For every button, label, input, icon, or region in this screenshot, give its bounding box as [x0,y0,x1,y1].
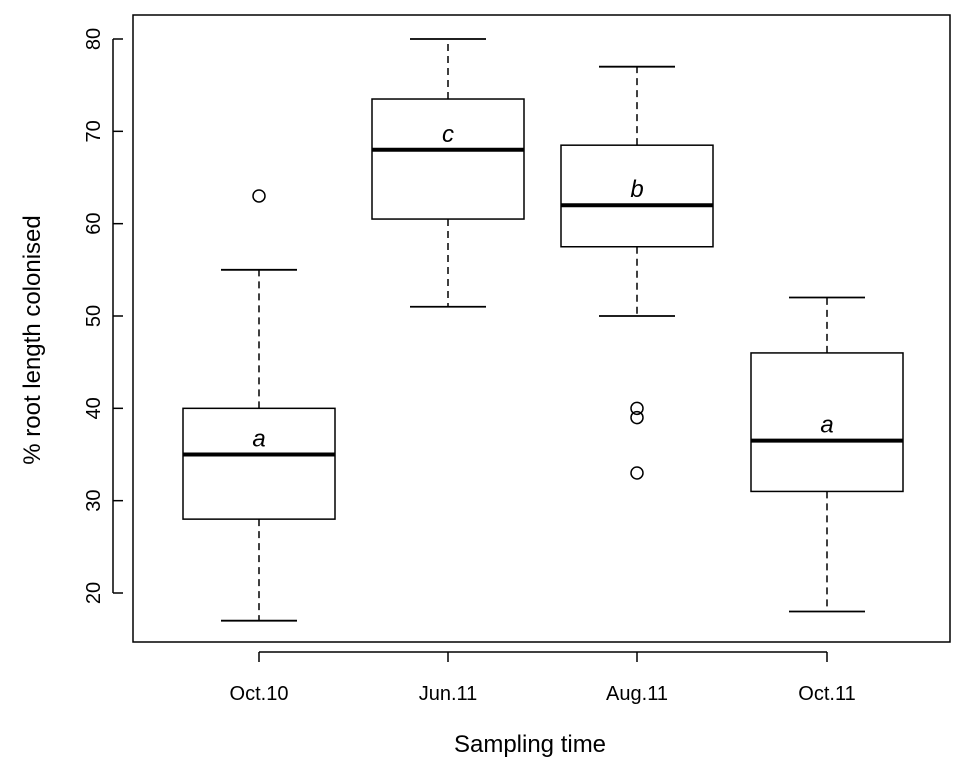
iqr-box [560,144,714,248]
boxes: a c b a [182,38,904,622]
y-axis: 20 30 40 50 60 70 80 [83,28,123,604]
box-group: c [371,38,525,308]
x-tick-label: Jun.11 [419,683,478,705]
plot-frame [132,14,951,643]
y-tick-label: 70 [83,120,105,142]
y-tick-label: 20 [83,582,105,604]
significance-letter: a [252,426,265,453]
outlier-point [630,410,644,425]
y-axis-title: % root length colonised [19,215,46,465]
outlier-point [630,401,644,416]
iqr-box [750,352,904,493]
x-tick-label: Aug.11 [606,683,668,705]
iqr-box [371,98,525,220]
iqr-box [182,407,336,520]
y-tick-label: 50 [83,305,105,327]
significance-letter: b [630,176,643,203]
box-group: b [560,65,714,480]
box-group: a [182,189,336,622]
significance-letter: a [820,412,833,439]
significance-letter: c [442,121,454,148]
y-tick-label: 80 [83,28,105,50]
y-tick-label: 40 [83,397,105,419]
outlier-point [252,189,266,203]
x-axis: Oct.10 Jun.11 Aug.11 Oct.11 [230,651,856,705]
box-group: a [750,296,904,613]
y-tick-label: 60 [83,213,105,235]
y-tick-label: 30 [83,490,105,512]
x-tick-label: Oct.11 [798,683,855,705]
outlier-point [630,466,644,480]
x-tick-label: Oct.10 [230,683,289,705]
x-axis-title: Sampling time [454,731,606,758]
